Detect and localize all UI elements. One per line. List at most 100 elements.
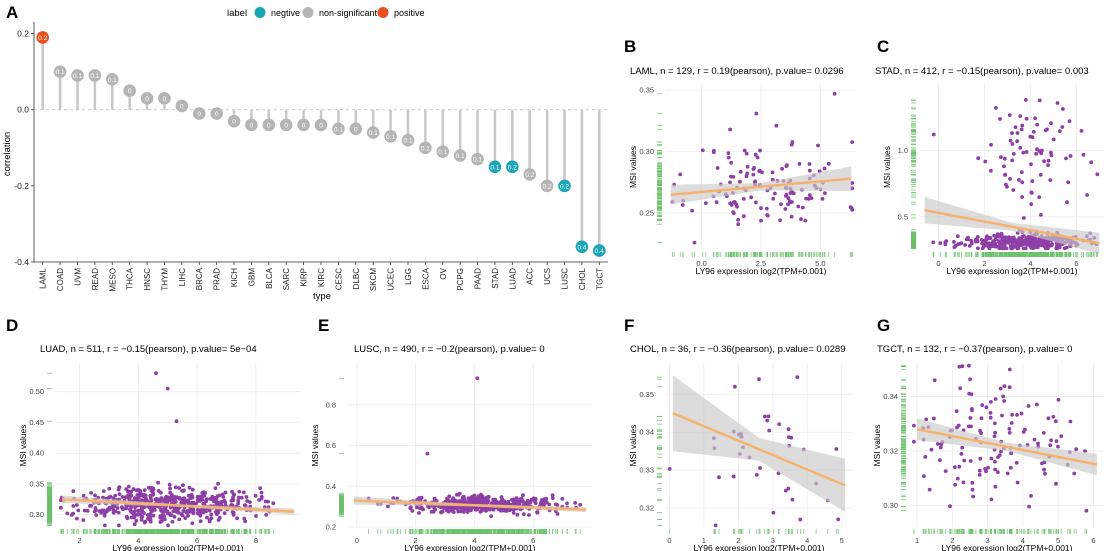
scatter-point xyxy=(107,507,112,512)
lollipop-value-label: 0.1 xyxy=(421,145,430,152)
scatter-point xyxy=(190,521,195,526)
lollipop-value-label: 0.1 xyxy=(73,73,82,80)
scatter-point xyxy=(807,162,812,166)
x-tick-label: LIHC xyxy=(178,268,187,286)
scatter-point xyxy=(447,494,452,499)
scatter-point xyxy=(742,214,746,219)
scatter-point xyxy=(208,497,213,501)
scatter-point xyxy=(774,123,779,128)
scatter-point xyxy=(993,244,998,249)
scatter-point xyxy=(159,496,164,501)
scatter-point xyxy=(259,490,264,495)
scatter-point xyxy=(235,516,240,521)
scatter-point xyxy=(547,502,552,507)
scatter-point xyxy=(475,376,480,381)
scatter-point xyxy=(515,500,520,504)
scatter-point xyxy=(1019,127,1024,132)
scatter-point xyxy=(432,505,436,510)
scatter-point xyxy=(253,493,258,498)
lollipop-point xyxy=(88,69,102,82)
scatter-point xyxy=(117,492,122,496)
scatter-point xyxy=(535,510,539,515)
x-tick-label: SKCM xyxy=(369,268,378,291)
scatter-point xyxy=(955,234,960,239)
scatter-point xyxy=(525,501,529,506)
scatter-point xyxy=(1049,243,1054,248)
scatter-point xyxy=(521,512,526,516)
scatter-point xyxy=(461,510,466,514)
plot-area: 0.0 2.5 5.0 0.25 0.30 0.35 xyxy=(639,84,856,268)
scatter-point xyxy=(1079,129,1084,133)
scatter-point xyxy=(700,148,705,153)
scatter-point xyxy=(475,496,479,501)
scatter-point xyxy=(75,516,79,521)
lollipop-point xyxy=(105,72,119,86)
lollipop-value-label: 0.2 xyxy=(508,164,517,171)
lollipop-value-label: 0.1 xyxy=(90,73,99,80)
scatter-point xyxy=(1037,195,1042,200)
scatter-point xyxy=(1068,154,1073,158)
x-tick-label: PAAD xyxy=(474,268,483,289)
scatter-point xyxy=(487,506,491,511)
scatter-point xyxy=(462,499,467,504)
lollipop-value-label: 0 xyxy=(215,111,219,118)
lollipop-value-label: 0.1 xyxy=(386,134,395,141)
plot-area: 0 2 4 6 0.2 0.4 0.6 0.8 xyxy=(326,364,592,545)
scatter-point xyxy=(1035,122,1040,127)
scatter-point xyxy=(527,513,531,517)
scatter-point xyxy=(997,243,1002,248)
x-tick-label: 0 xyxy=(355,536,359,545)
panel-label-g: G xyxy=(877,316,890,335)
scatter-point xyxy=(191,507,196,511)
scatter-point xyxy=(177,496,182,500)
lollipop-value-label: 0.1 xyxy=(473,157,482,164)
x-tick-label: 5.0 xyxy=(815,259,825,268)
scatter-point xyxy=(715,166,720,170)
scatter-point xyxy=(439,510,444,515)
scatter-point xyxy=(1029,190,1034,195)
scatter-point xyxy=(1042,159,1046,164)
scatter-point xyxy=(963,243,967,247)
x-tick-label: ESCA xyxy=(421,267,430,289)
confidence-band xyxy=(924,196,1100,254)
scatter-point xyxy=(1033,116,1037,121)
lollipop-point xyxy=(279,118,293,132)
x-tick-label: UCS xyxy=(543,268,552,285)
scatter-point xyxy=(1017,243,1021,248)
scatter-point xyxy=(741,197,746,201)
scatter-point xyxy=(475,507,480,512)
regression-line xyxy=(61,498,295,513)
scatter-point xyxy=(82,508,87,513)
scatter-point xyxy=(131,487,136,492)
lollipop-value-label: 0.1 xyxy=(108,77,117,84)
y-tick-label: 0.0 xyxy=(17,105,29,115)
scatter-point xyxy=(151,513,156,518)
scatter-point xyxy=(749,195,753,200)
scatter-point xyxy=(386,504,390,509)
x-tick-label: BLCA xyxy=(265,267,274,289)
x-tick-label: LUAD xyxy=(508,268,517,290)
lollipop-point xyxy=(332,122,345,136)
scatter-point xyxy=(236,495,241,500)
scatter-point xyxy=(1046,158,1051,163)
y-tick-label: 0.2 xyxy=(17,29,29,39)
scatter-point xyxy=(983,240,988,245)
scatter-point xyxy=(777,422,781,426)
x-axis-label: LY96 expression log2(TPM+0.001) xyxy=(113,543,244,551)
lollipop-point xyxy=(558,179,571,193)
scatter-point xyxy=(1043,128,1048,133)
scatter-point xyxy=(975,235,980,239)
scatter-point xyxy=(754,473,759,477)
scatter-point xyxy=(726,151,731,156)
confidence-band xyxy=(670,166,852,205)
scatter-point xyxy=(1039,151,1044,156)
scatter-point xyxy=(762,414,767,419)
x-tick-label: 2 xyxy=(414,536,418,545)
scatter-point xyxy=(222,511,227,516)
legend-label-non-significant: non-significant xyxy=(319,8,378,18)
lollipop-point xyxy=(540,179,554,193)
scatter-point xyxy=(232,492,237,497)
scatter-point xyxy=(174,509,179,514)
scatter-point xyxy=(154,497,159,501)
scatter-point xyxy=(1060,125,1065,129)
